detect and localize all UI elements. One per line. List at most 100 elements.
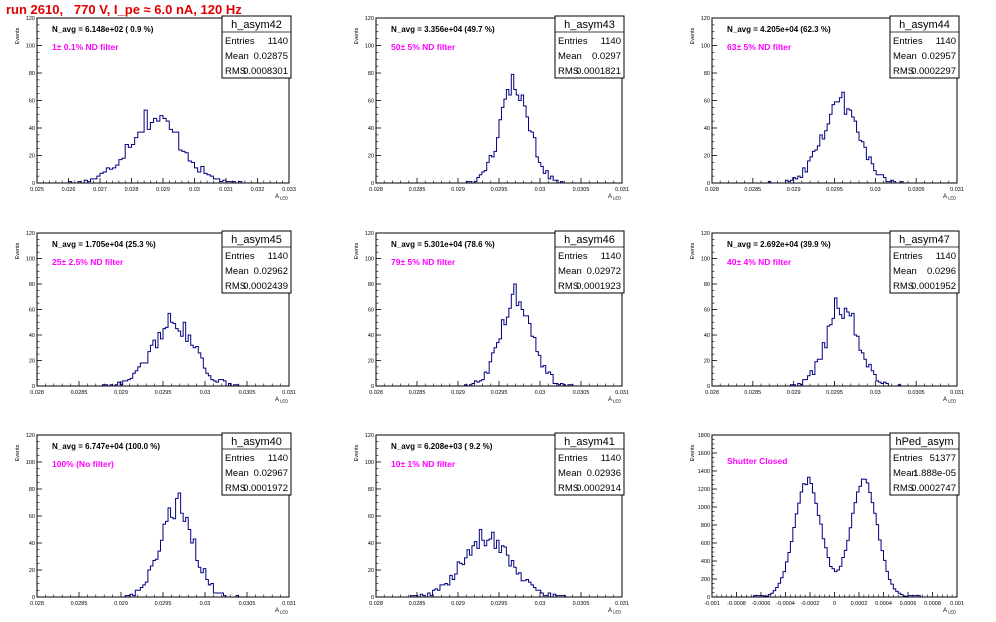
filter-annotation: 40± 4% ND filter — [727, 257, 792, 267]
x-tick-label: 0.029 — [114, 390, 128, 396]
x-tick-label: 0.028 — [705, 187, 719, 193]
stats-label-rms: RMS — [558, 66, 579, 77]
n-avg-text: N_avg = 2.692e+04 (39.9 %) — [727, 240, 831, 249]
y-tick-label: 60 — [29, 99, 35, 105]
x-tick-label: 0.031 — [615, 390, 629, 396]
stats-label-entries: Entries — [558, 36, 588, 47]
y-axis-label: Events — [15, 242, 21, 259]
y-tick-label: 20 — [29, 568, 35, 574]
x-tick-label: 0.029 — [787, 390, 801, 396]
stats-label-mean: Mean — [558, 266, 582, 277]
x-tick-label: 0.0295 — [491, 187, 508, 193]
histogram-line — [712, 476, 957, 598]
y-tick-label: 20 — [368, 154, 374, 160]
histogram-name: h_asym40 — [231, 436, 282, 448]
histogram-pad-h_asym45: 0.028 0.0285 0.029 0.0295 0.03 0.0305 0.031 0 20… — [15, 230, 296, 404]
y-tick-label: 100 — [701, 44, 710, 50]
stats-value-mean: 0.02972 — [587, 266, 621, 277]
y-tick-label: 100 — [365, 460, 374, 466]
y-axis-label: Events — [354, 444, 360, 461]
x-tick-label: 0.0295 — [155, 390, 172, 396]
stats-value-mean: 0.02962 — [254, 266, 288, 277]
stats-value-entries: 1140 — [268, 251, 288, 262]
stats-label-mean: Mean — [558, 51, 582, 62]
stats-value-rms: 0.0002914 — [576, 483, 621, 494]
x-tick-label: -0.0004 — [776, 601, 795, 607]
x-tick-label: 0.0285 — [409, 390, 426, 396]
y-tick-label: 0 — [371, 595, 374, 601]
x-tick-label: -0.0006 — [752, 601, 771, 607]
histogram-line — [376, 283, 622, 387]
histogram-name: h_asym46 — [564, 234, 615, 246]
histogram-line — [712, 91, 957, 184]
stats-value-entries: 1140 — [936, 251, 956, 262]
y-tick-label: 0 — [371, 181, 374, 187]
x-axis-label: ALED — [275, 397, 288, 404]
x-tick-label: 0.028 — [125, 187, 139, 193]
x-axis-label: ALED — [608, 397, 621, 404]
x-tick-label: 0.028 — [30, 390, 44, 396]
y-tick-label: 1200 — [698, 487, 710, 493]
y-tick-label: 80 — [29, 487, 35, 493]
stats-value-rms: 0.0002747 — [911, 483, 956, 494]
stats-value-mean: 1.888e-05 — [913, 468, 956, 479]
x-tick-label: 0.03 — [200, 390, 211, 396]
x-tick-label: 0.0004 — [875, 601, 892, 607]
x-tick-label: 0.028 — [30, 601, 44, 607]
stats-box — [889, 432, 960, 496]
stats-value-mean: 0.0297 — [592, 51, 621, 62]
x-tick-label: 0.031 — [950, 187, 964, 193]
stats-value-entries: 1140 — [268, 36, 288, 47]
x-tick-label: 0.03 — [200, 601, 211, 607]
histogram-line — [376, 529, 622, 598]
histogram-name: h_asym44 — [899, 19, 950, 31]
x-tick-label: 0.03 — [189, 187, 200, 193]
x-tick-label: 0.029 — [787, 187, 801, 193]
y-tick-label: 40 — [29, 333, 35, 339]
n-avg-text: N_avg = 6.747e+04 (100.0 %) — [52, 442, 160, 451]
y-tick-label: 80 — [704, 71, 710, 77]
stats-value-rms: 0.0001923 — [576, 281, 621, 292]
y-tick-label: 600 — [701, 541, 710, 547]
histogram-pad-h_asym41: 0.028 0.0285 0.029 0.0295 0.03 0.0305 0.031 0 20… — [354, 432, 629, 615]
filter-annotation: 63± 5% ND filter — [727, 42, 792, 52]
stats-label-entries: Entries — [558, 453, 588, 464]
y-tick-label: 120 — [365, 433, 374, 439]
stats-value-entries: 1140 — [601, 251, 621, 262]
x-tick-label: 0.031 — [950, 390, 964, 396]
y-tick-label: 60 — [368, 99, 374, 105]
x-tick-label: 0.028 — [369, 187, 383, 193]
y-tick-label: 120 — [26, 433, 35, 439]
y-tick-label: 120 — [365, 231, 374, 237]
stats-value-mean: 0.0296 — [927, 266, 956, 277]
x-tick-label: 0.031 — [282, 601, 296, 607]
y-tick-label: 100 — [26, 44, 35, 50]
stats-label-mean: Mean — [893, 51, 917, 62]
x-tick-label: 0.0305 — [239, 601, 256, 607]
x-tick-label: -0.0002 — [801, 601, 820, 607]
histogram-name: h_asym45 — [231, 234, 282, 246]
stats-value-rms: 0.0001972 — [243, 483, 288, 494]
stats-box — [889, 230, 960, 294]
stats-value-mean: 0.02967 — [254, 468, 288, 479]
y-tick-label: 120 — [701, 231, 710, 237]
y-tick-label: 40 — [29, 126, 35, 132]
stats-label-rms: RMS — [225, 483, 246, 494]
x-tick-label: 0.0285 — [409, 187, 426, 193]
stats-value-entries: 1140 — [601, 36, 621, 47]
stats-label-entries: Entries — [558, 251, 588, 262]
y-tick-label: 60 — [29, 308, 35, 314]
stats-label-mean: Mean — [225, 468, 249, 479]
histogram-pad-h_asym42: 0.025 0.026 0.027 0.028 0.029 0.03 0.031 0.032 0… — [15, 15, 296, 201]
y-tick-label: 40 — [368, 333, 374, 339]
n-avg-text: N_avg = 6.148e+02 ( 0.9 %) — [52, 25, 154, 34]
x-tick-label: 0.0295 — [826, 187, 843, 193]
x-tick-label: 0.031 — [615, 601, 629, 607]
histogram-line — [37, 492, 289, 598]
stats-label-mean: Mean — [225, 51, 249, 62]
x-tick-label: -0.0008 — [727, 601, 746, 607]
stats-label-rms: RMS — [893, 483, 914, 494]
x-tick-label: 0.0006 — [900, 601, 917, 607]
stats-value-rms: 0.0002297 — [911, 66, 956, 77]
stats-value-mean: 0.02936 — [587, 468, 621, 479]
